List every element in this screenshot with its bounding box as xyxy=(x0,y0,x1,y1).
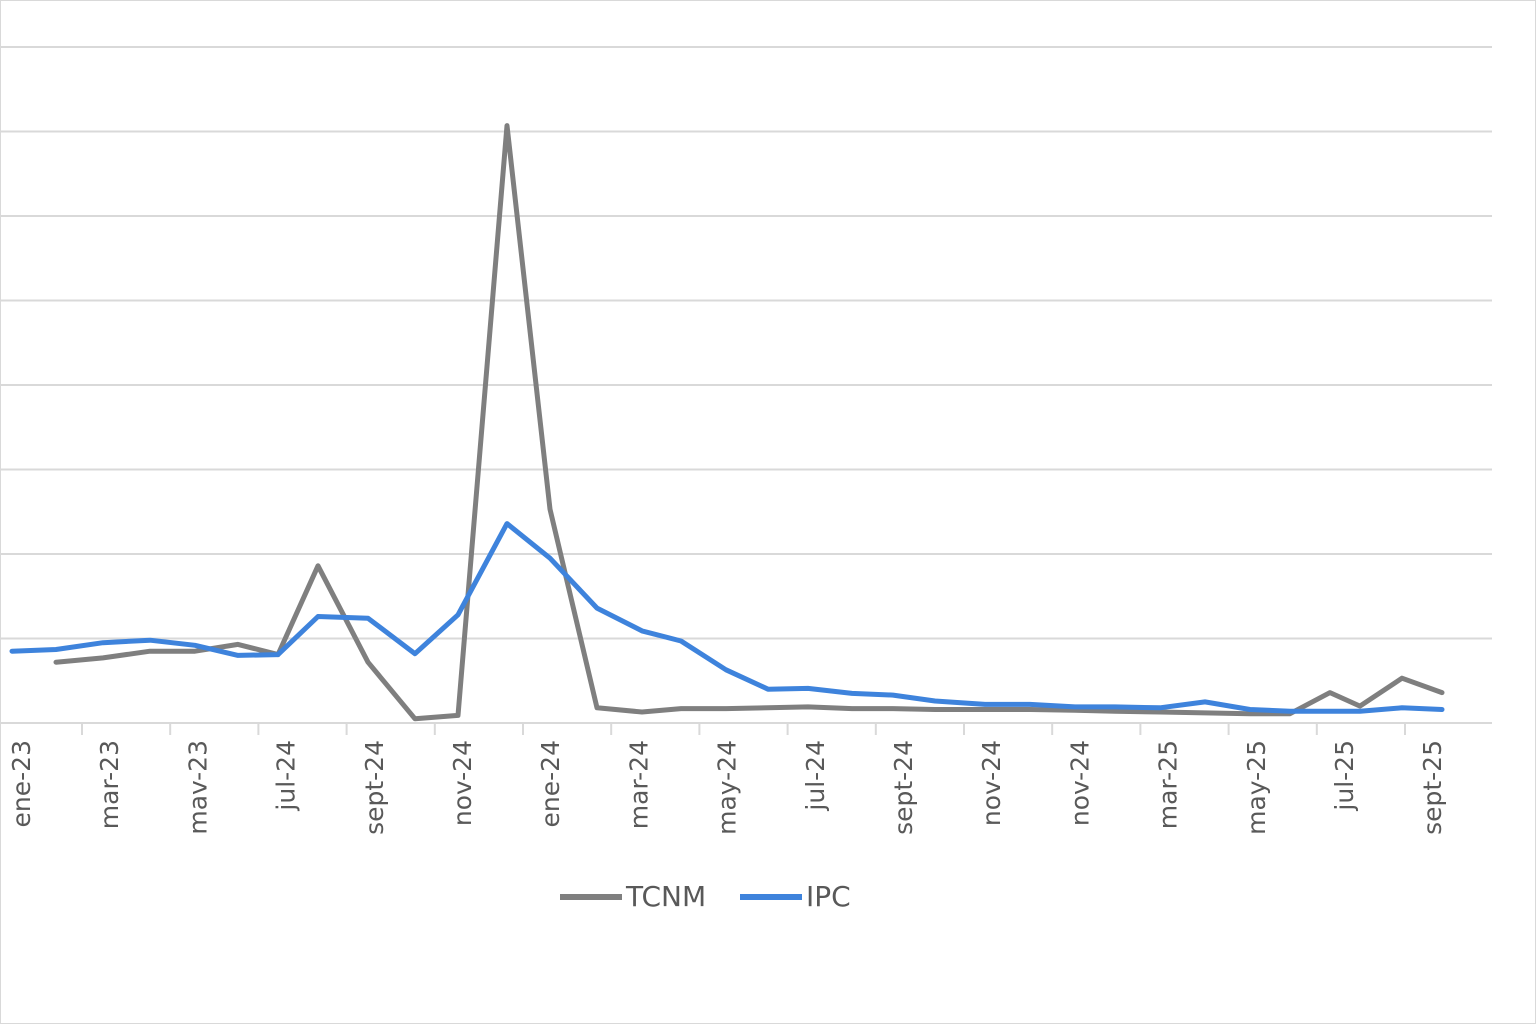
x-tick-label: ene-23 xyxy=(7,740,36,827)
series-line-tcnm xyxy=(53,123,1445,722)
x-tick-label: mar-23 xyxy=(95,740,124,829)
x-tick-label: nov-24 xyxy=(448,740,477,826)
x-tick-label: mar-24 xyxy=(624,740,653,829)
x-tick-label: sept-24 xyxy=(360,740,389,835)
gridlines xyxy=(0,46,1492,640)
x-tick-label: ene-24 xyxy=(536,740,565,827)
x-tick-label: mar-25 xyxy=(1154,740,1183,829)
x-axis-tick-labels: ene-23 mar-23 mav-23 jul-24 sept-24 nov-24 ene… xyxy=(7,740,1447,835)
x-tick-label: sept-24 xyxy=(889,740,918,835)
x-axis-ticks xyxy=(81,723,1406,735)
x-tick-label: nov-24 xyxy=(977,740,1006,826)
x-tick-label: mav-23 xyxy=(183,740,212,835)
x-tick-label: jul-24 xyxy=(801,740,830,812)
legend-label-tcnm: TCNM xyxy=(625,880,706,913)
x-tick-label: nov-24 xyxy=(1065,740,1094,826)
series-lines xyxy=(9,123,1445,722)
x-tick-label: may-25 xyxy=(1242,740,1271,835)
legend: TCNM IPC xyxy=(560,880,851,913)
series-line-ipc xyxy=(9,521,1445,714)
x-tick-label: jul-24 xyxy=(272,740,301,812)
legend-label-ipc: IPC xyxy=(806,880,851,913)
x-tick-label: may-24 xyxy=(713,740,742,835)
x-tick-label: jul-25 xyxy=(1330,740,1359,812)
x-tick-label: sept-25 xyxy=(1418,740,1447,835)
